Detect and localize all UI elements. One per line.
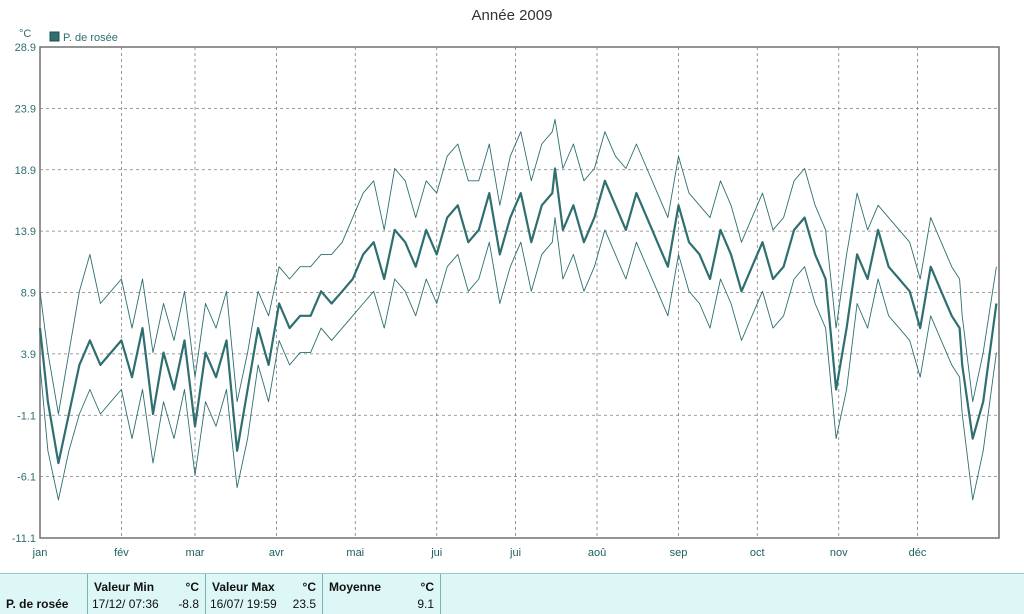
grid-lines — [40, 47, 999, 538]
stats-avg-header: Moyenne — [329, 580, 382, 594]
y-tick-label: -11.1 — [12, 533, 36, 545]
x-tick-label: aoû — [588, 547, 606, 559]
stats-avg-column: Moyenne °C 9.1 — [322, 574, 441, 614]
y-tick-label: 28.9 — [15, 42, 36, 54]
stats-min-header: Valeur Min — [94, 580, 155, 594]
stats-max-header: Valeur Max — [212, 580, 275, 594]
stats-min-unit: °C — [185, 580, 199, 594]
x-tick-label: déc — [909, 547, 927, 559]
stats-min-column: Valeur Min °C 17/12/ 07:36 -8.8 — [87, 574, 205, 614]
x-tick-label: fév — [114, 547, 129, 559]
y-tick-label: 3.9 — [21, 349, 36, 361]
legend-label: P. de rosée — [63, 32, 118, 44]
legend-swatch — [49, 31, 60, 42]
y-tick-label: 13.9 — [15, 226, 36, 238]
y-tick-label: 18.9 — [15, 165, 36, 177]
y-tick-label: -6.1 — [17, 472, 36, 484]
x-tick-label: mar — [186, 547, 205, 559]
x-tick-label: jui — [430, 547, 442, 559]
x-tick-label: mai — [346, 547, 364, 559]
x-tick-label: sep — [670, 547, 688, 559]
x-tick-label: nov — [830, 547, 848, 559]
y-axis-ticks: 28.9 23.9 18.9 13.9 8.9 3.9 -1.1 -6.1 -11.1 — [12, 42, 36, 545]
x-axis-ticks: jan fév mar avr mai jui jui aoû sep oct nov déc — [32, 547, 927, 559]
dewpoint-chart: Année 2009 °C P. de rosée 28.9 23.9 18.9 13… — [12, 7, 1000, 559]
series-line-min — [39, 217, 997, 501]
chart-title: Année 2009 — [472, 7, 553, 24]
stats-series-name: P. de rosée — [6, 597, 69, 611]
stats-min-date: 17/12/ 07:36 — [92, 597, 159, 611]
series-line-mean — [38, 167, 998, 465]
y-tick-label: -1.1 — [17, 410, 36, 422]
stats-max-value: 23.5 — [292, 597, 316, 611]
stats-panel: P. de rosée Valeur Min °C 17/12/ 07:36 -… — [0, 573, 1024, 614]
stats-min-value: -8.8 — [178, 597, 199, 611]
x-tick-label: jan — [32, 547, 48, 559]
stats-max-date: 16/07/ 19:59 — [210, 597, 277, 611]
x-tick-label: jui — [509, 547, 521, 559]
stats-max-column: Valeur Max °C 16/07/ 19:59 23.5 — [205, 574, 322, 614]
x-tick-label: avr — [269, 547, 285, 559]
series-line-max — [39, 118, 997, 415]
series-lines — [38, 118, 998, 501]
y-axis-unit: °C — [19, 28, 31, 40]
stats-max-unit: °C — [302, 580, 316, 594]
y-tick-label: 8.9 — [21, 288, 36, 300]
x-tick-label: oct — [750, 547, 765, 559]
stats-avg-unit: °C — [420, 580, 434, 594]
stats-avg-value: 9.1 — [417, 597, 434, 611]
y-tick-label: 23.9 — [15, 103, 36, 115]
